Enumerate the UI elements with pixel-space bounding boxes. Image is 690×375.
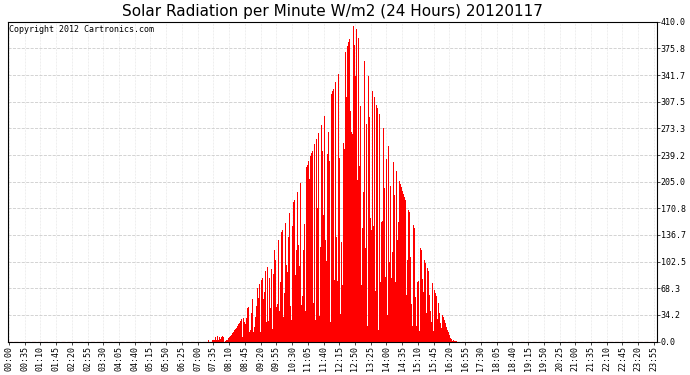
Title: Solar Radiation per Minute W/m2 (24 Hours) 20120117: Solar Radiation per Minute W/m2 (24 Hour… — [122, 4, 543, 19]
Text: Copyright 2012 Cartronics.com: Copyright 2012 Cartronics.com — [9, 25, 155, 34]
